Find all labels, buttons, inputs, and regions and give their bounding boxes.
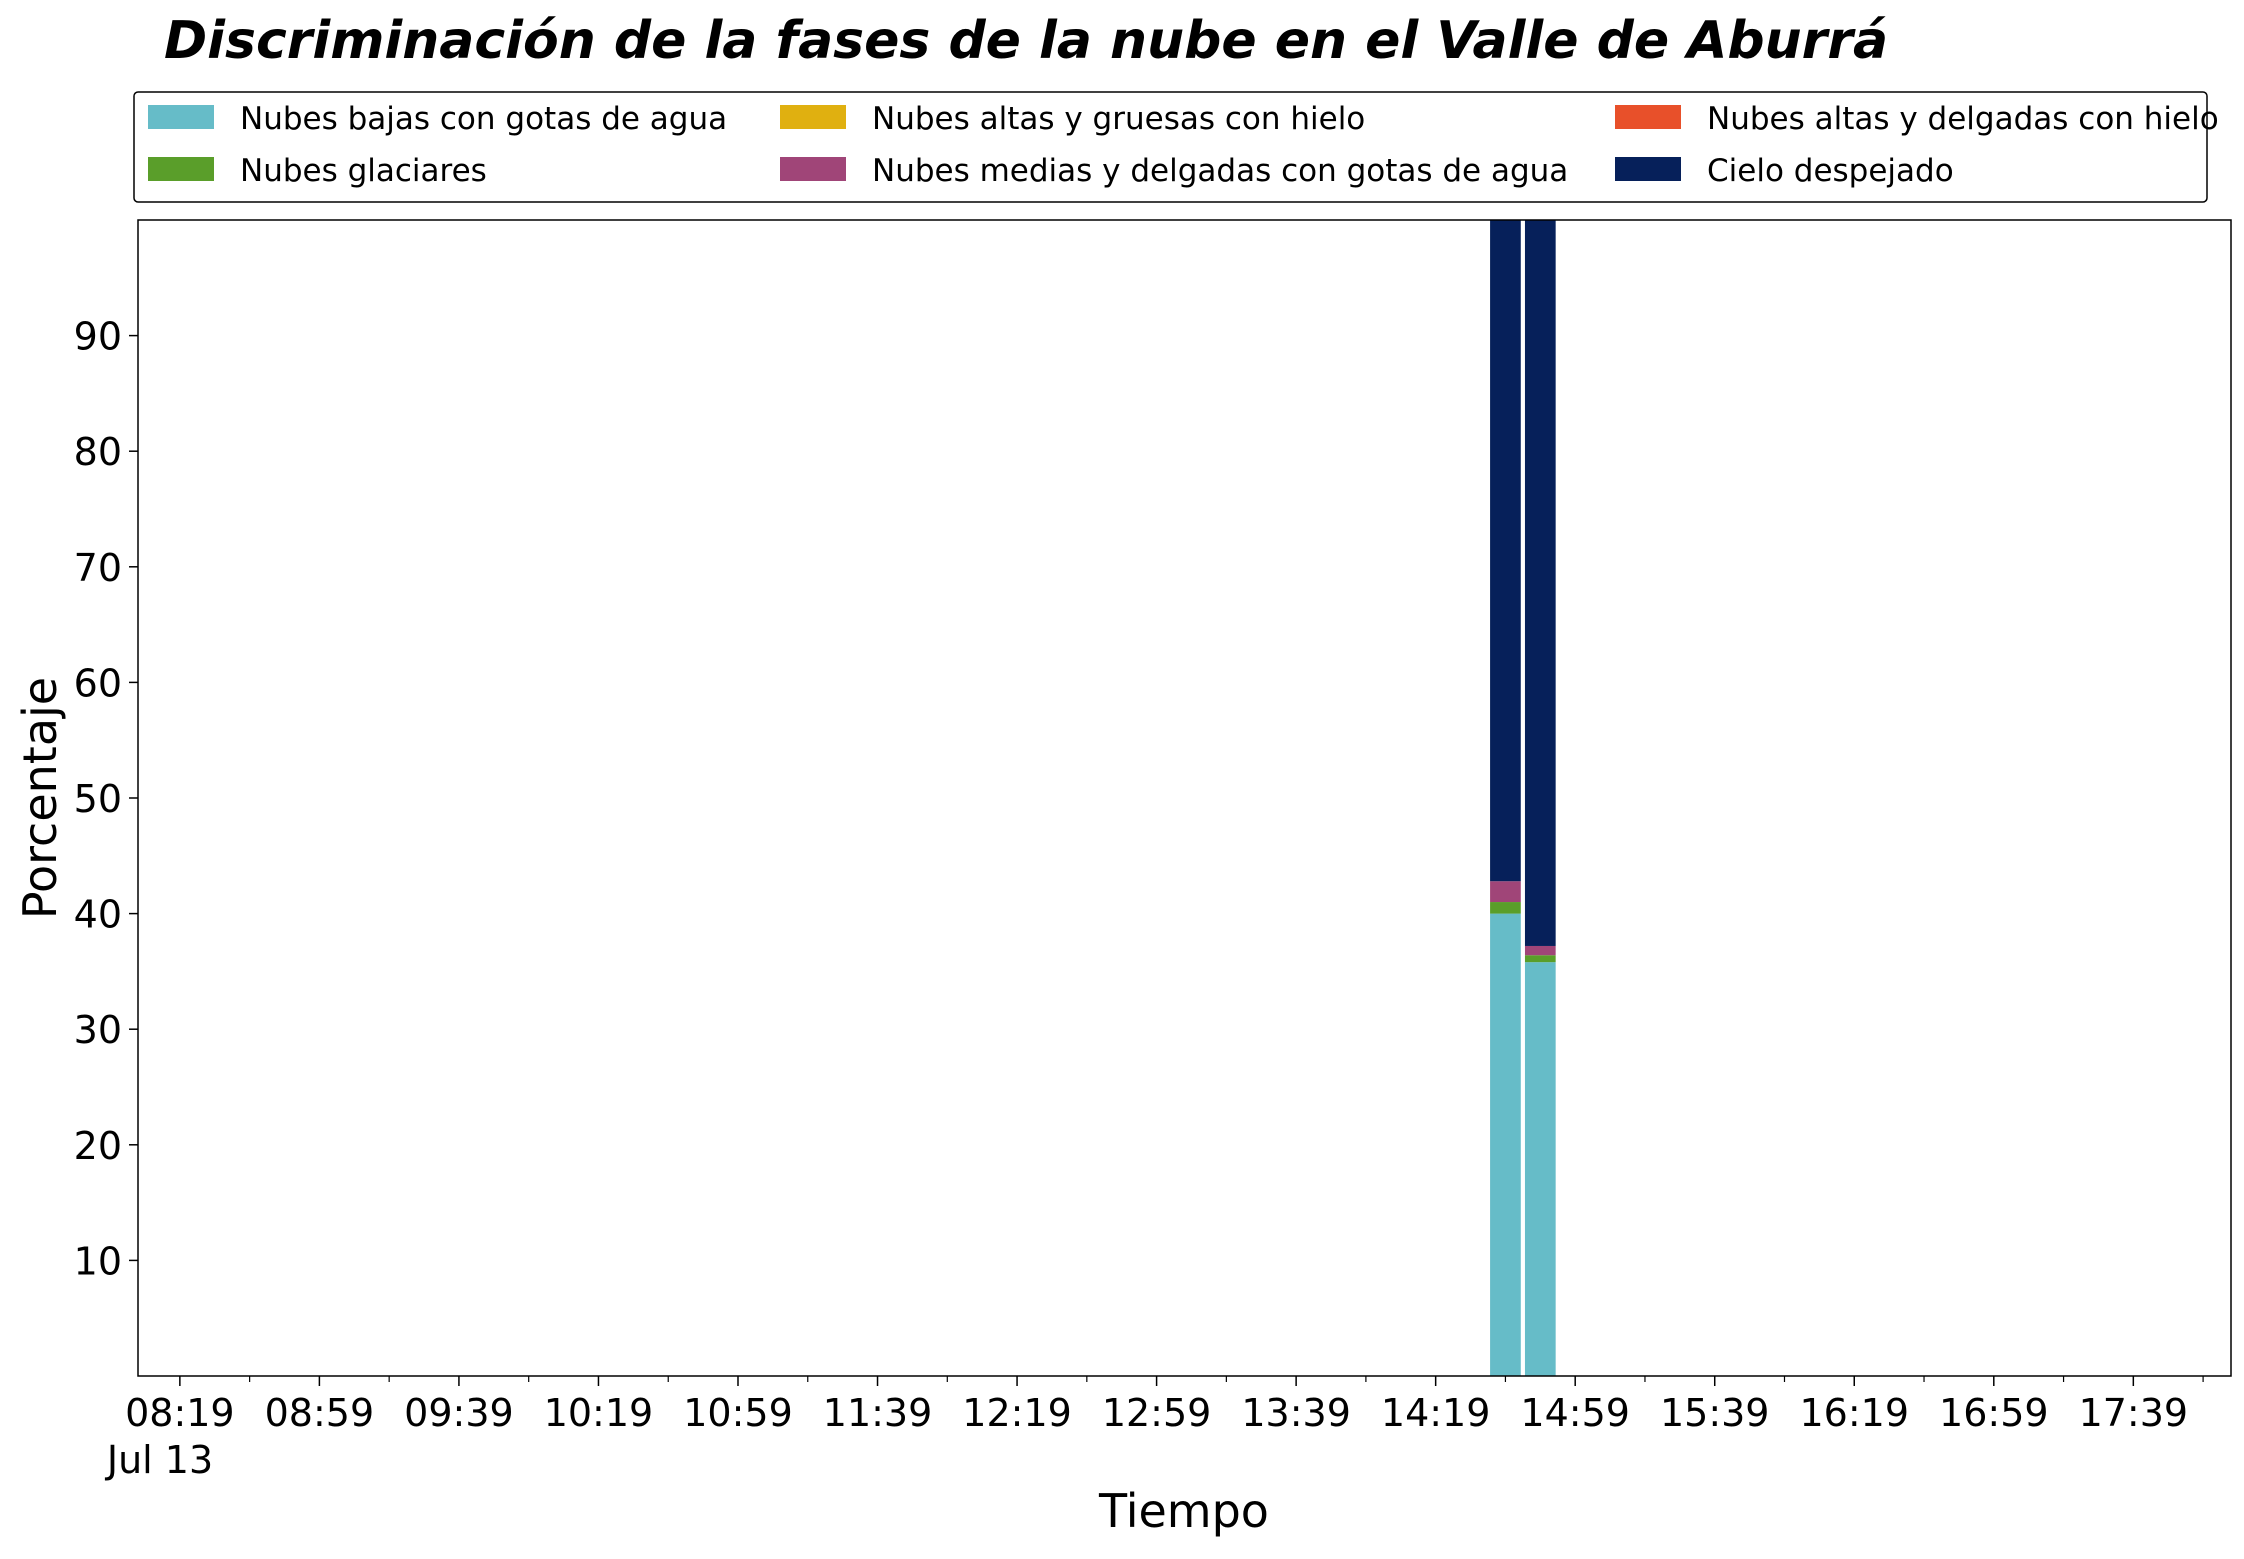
x-tick-label: 12:59 xyxy=(1102,1391,1212,1435)
legend-frame xyxy=(133,91,2208,203)
y-tick-label: 70 xyxy=(74,546,122,590)
legend-label-cielo-despejado: Cielo despejado xyxy=(1707,153,1954,189)
x-tick-label: 16:59 xyxy=(1939,1391,2049,1435)
legend-swatch-cielo-despejado xyxy=(1615,157,1681,181)
x-axis-title: Tiempo xyxy=(1098,1484,1269,1538)
chart-title: Discriminación de la fases de la nube en… xyxy=(164,11,1888,71)
bar-nubes-bajas-con-gotas-de-agua-0 xyxy=(1490,913,1521,1376)
x-axis: 08:19 08:59 09:39 10:19 10:59 11:39 12:19 12:59… xyxy=(125,1376,2204,1435)
y-tick-label: 20 xyxy=(74,1124,122,1168)
y-tick-label: 60 xyxy=(74,661,122,705)
legend-swatch-nubes-medias-y-delgadas-con-gotas-de-agua xyxy=(780,157,846,181)
plot-area xyxy=(137,219,2232,1377)
y-tick-label: 90 xyxy=(74,315,122,359)
bar-nubes-medias-y-delgadas-con-gotas-de-agua-1 xyxy=(1524,945,1556,956)
bar-nubes-glaciares-1 xyxy=(1524,955,1556,963)
bar-nubes-bajas-con-gotas-de-agua-1 xyxy=(1524,962,1556,1376)
y-tick-label: 80 xyxy=(74,430,122,474)
legend-label-nubes-altas-y-gruesas-con-hielo: Nubes altas y gruesas con hielo xyxy=(872,101,1365,137)
bar-nubes-glaciares-0 xyxy=(1490,902,1521,914)
legend-swatch-nubes-bajas-con-gotas-de-agua xyxy=(148,105,214,129)
bars-group xyxy=(1490,220,1556,1376)
legend-label-nubes-bajas-con-gotas-de-agua: Nubes bajas con gotas de agua xyxy=(240,101,727,137)
y-axis: 10 20 30 40 50 60 70 80 90 xyxy=(74,315,138,1283)
y-axis-title: Porcentaje xyxy=(13,677,67,919)
x-axis-date-label: Jul 13 xyxy=(105,1438,213,1482)
x-tick-label: 09:39 xyxy=(404,1391,514,1435)
legend-swatch-nubes-glaciares xyxy=(148,157,214,181)
legend-label-nubes-medias-y-delgadas-con-gotas-de-agua: Nubes medias y delgadas con gotas de agu… xyxy=(872,153,1568,189)
x-tick-label: 08:19 xyxy=(125,1391,235,1435)
y-tick-label: 40 xyxy=(74,893,122,937)
x-tick-label: 12:19 xyxy=(962,1391,1072,1435)
x-tick-label: 14:19 xyxy=(1381,1391,1491,1435)
y-tick-label: 50 xyxy=(74,777,122,821)
legend-label-nubes-altas-y-delgadas-con-hielo: Nubes altas y delgadas con hielo xyxy=(1707,101,2219,137)
x-tick-label: 10:19 xyxy=(544,1391,654,1435)
legend-swatch-nubes-altas-y-delgadas-con-hielo xyxy=(1615,105,1681,129)
x-tick-label: 14:59 xyxy=(1520,1391,1630,1435)
x-tick-label: 15:39 xyxy=(1660,1391,1770,1435)
x-tick-label: 10:59 xyxy=(683,1391,793,1435)
x-tick-label: 08:59 xyxy=(265,1391,375,1435)
y-tick-label: 10 xyxy=(74,1239,122,1283)
x-tick-label: 17:39 xyxy=(2079,1391,2189,1435)
legend-label-nubes-glaciares: Nubes glaciares xyxy=(240,153,487,189)
y-tick-label: 30 xyxy=(74,1008,122,1052)
legend: Nubes bajas con gotas de agua Nubes glaci… xyxy=(133,91,2219,203)
bar-cielo-despejado-0 xyxy=(1490,220,1521,882)
plot-frame xyxy=(137,219,2232,1377)
bar-nubes-medias-y-delgadas-con-gotas-de-agua-0 xyxy=(1490,881,1521,903)
x-tick-label: 11:39 xyxy=(823,1391,933,1435)
x-tick-label: 13:39 xyxy=(1241,1391,1351,1435)
bar-cielo-despejado-1 xyxy=(1524,220,1556,946)
legend-swatch-nubes-altas-y-gruesas-con-hielo xyxy=(780,105,846,129)
x-tick-label: 16:19 xyxy=(1800,1391,1910,1435)
